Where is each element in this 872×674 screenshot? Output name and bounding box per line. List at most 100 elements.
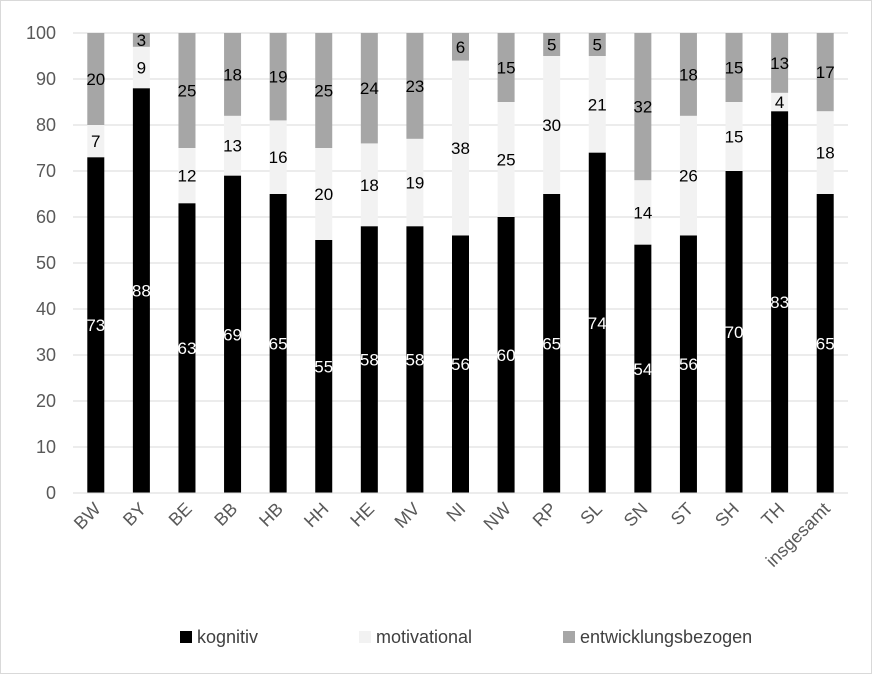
data-label-kognitiv-TH: 83 [770,293,789,312]
bar-segment-kognitiv-RP [543,194,561,493]
bar-segment-kognitiv-BY [132,88,150,493]
y-tick-label: 100 [26,23,56,43]
data-label-kognitiv-BY: 88 [132,282,151,301]
data-label-kognitiv-HH: 55 [314,358,333,377]
bar-segment-motivational-TH [771,92,789,112]
data-label-kognitiv-BW: 73 [86,316,105,335]
x-tick-label-BY: BY [119,499,150,530]
bar-segment-kognitiv-SL [588,152,606,493]
x-tick-label-TH: TH [757,499,788,530]
x-tick-label-ST: ST [667,499,697,529]
data-label-entwicklungsbezogen-BE: 25 [178,82,197,101]
data-label-motivational-HB: 16 [269,148,288,167]
data-label-kognitiv-SL: 74 [588,314,607,333]
data-label-entwicklungsbezogen-insgesamt: 17 [816,63,835,82]
data-label-entwicklungsbezogen-BB: 18 [223,65,242,84]
y-tick-label: 80 [36,115,56,135]
bar-segment-motivational-ST [679,115,697,236]
data-label-entwicklungsbezogen-BY: 3 [137,31,146,50]
y-tick-label: 60 [36,207,56,227]
legend-label-motivational: motivational [376,627,472,647]
data-label-kognitiv-MV: 58 [405,351,424,370]
data-label-motivational-BY: 9 [137,59,146,78]
bar-segment-kognitiv-NW [497,217,515,493]
data-label-motivational-MV: 19 [405,174,424,193]
data-label-entwicklungsbezogen-SL: 5 [593,36,602,55]
bar-segment-motivational-HB [269,120,287,194]
data-label-entwicklungsbezogen-MV: 23 [405,77,424,96]
bar-segment-motivational-BE [178,148,196,204]
bar-segment-kognitiv-SH [725,171,743,493]
bar-segment-entwicklungsbezogen-ST [679,33,697,116]
bar-segment-entwicklungsbezogen-NW [497,33,515,102]
data-label-kognitiv-RP: 65 [542,335,561,354]
data-label-kognitiv-HE: 58 [360,351,379,370]
x-tick-label-RP: RP [529,499,561,531]
data-label-motivational-NI: 38 [451,139,470,158]
bar-segment-kognitiv-BB [224,175,242,493]
bar-segment-entwicklungsbezogen-HE [360,33,378,144]
bar-segment-kognitiv-insgesamt [816,194,834,493]
x-tick-label-HE: HE [346,499,378,531]
legend: kognitiv motivational entwicklungsbezogen [180,627,752,647]
data-label-entwicklungsbezogen-NI: 6 [456,38,465,57]
y-tick-label: 30 [36,345,56,365]
bar-segment-entwicklungsbezogen-BY [132,33,150,47]
bar-segment-kognitiv-SN [634,244,652,493]
data-label-kognitiv-insgesamt: 65 [816,335,835,354]
legend-label-entwicklungsbezogen: entwicklungsbezogen [580,627,752,647]
bar-segment-kognitiv-HH [315,240,333,493]
bar-segment-kognitiv-BW [87,157,105,493]
data-label-entwicklungsbezogen-SH: 15 [725,59,744,78]
data-label-entwicklungsbezogen-HH: 25 [314,82,333,101]
data-label-kognitiv-HB: 65 [269,335,288,354]
data-label-entwicklungsbezogen-BW: 20 [86,70,105,89]
bar-segment-entwicklungsbezogen-TH [771,33,789,93]
bar-segment-entwicklungsbezogen-HB [269,33,287,121]
bar-segment-entwicklungsbezogen-HH [315,33,333,148]
bar-segment-entwicklungsbezogen-BW [87,33,105,125]
y-tick-label: 10 [36,437,56,457]
data-label-entwicklungsbezogen-TH: 13 [770,54,789,73]
bar-segment-motivational-BW [87,125,105,158]
bar-segment-motivational-HH [315,148,333,240]
data-label-kognitiv-ST: 56 [679,355,698,374]
data-label-motivational-insgesamt: 18 [816,144,835,163]
y-tick-label: 40 [36,299,56,319]
bar-segment-kognitiv-ST [679,235,697,493]
data-label-motivational-ST: 26 [679,167,698,186]
y-axis: 0 10 20 30 40 50 60 70 80 90 100 [26,23,56,503]
data-label-kognitiv-BE: 63 [178,339,197,358]
bar-segment-motivational-SH [725,102,743,171]
data-label-entwicklungsbezogen-SN: 32 [633,98,652,117]
bar-segment-kognitiv-MV [406,226,424,493]
data-label-entwicklungsbezogen-ST: 18 [679,65,698,84]
x-tick-label-BE: BE [165,499,196,530]
data-label-motivational-BB: 13 [223,137,242,156]
data-label-motivational-RP: 30 [542,116,561,135]
data-label-motivational-SL: 21 [588,95,607,114]
y-tick-label: 70 [36,161,56,181]
bar-segment-motivational-MV [406,138,424,227]
y-tick-label: 0 [46,483,56,503]
data-label-entwicklungsbezogen-NW: 15 [497,59,516,78]
data-label-entwicklungsbezogen-RP: 5 [547,36,556,55]
bar-segment-motivational-HE [360,143,378,227]
bar-segment-kognitiv-TH [771,111,789,493]
bar-segment-entwicklungsbezogen-RP [543,33,561,56]
data-label-kognitiv-NI: 56 [451,355,470,374]
x-tick-label-NW: NW [480,499,515,534]
y-tick-label: 90 [36,69,56,89]
bar-segment-motivational-NW [497,102,515,217]
bar-segment-kognitiv-NI [452,235,469,493]
x-tick-label-SL: SL [576,499,606,529]
bar-segment-motivational-NI [452,60,469,236]
data-label-motivational-SH: 15 [725,128,744,147]
bar-segment-motivational-BY [132,46,150,89]
x-axis: BW BY BE BB HB HH HE MV NI NW RP SL SN ST SH THinsgesam… [70,492,848,571]
x-tick-label-NI: NI [442,499,469,526]
x-tick-label-HB: HB [255,499,287,531]
bar-segment-motivational-RP [543,56,561,194]
data-label-kognitiv-SH: 70 [725,323,744,342]
